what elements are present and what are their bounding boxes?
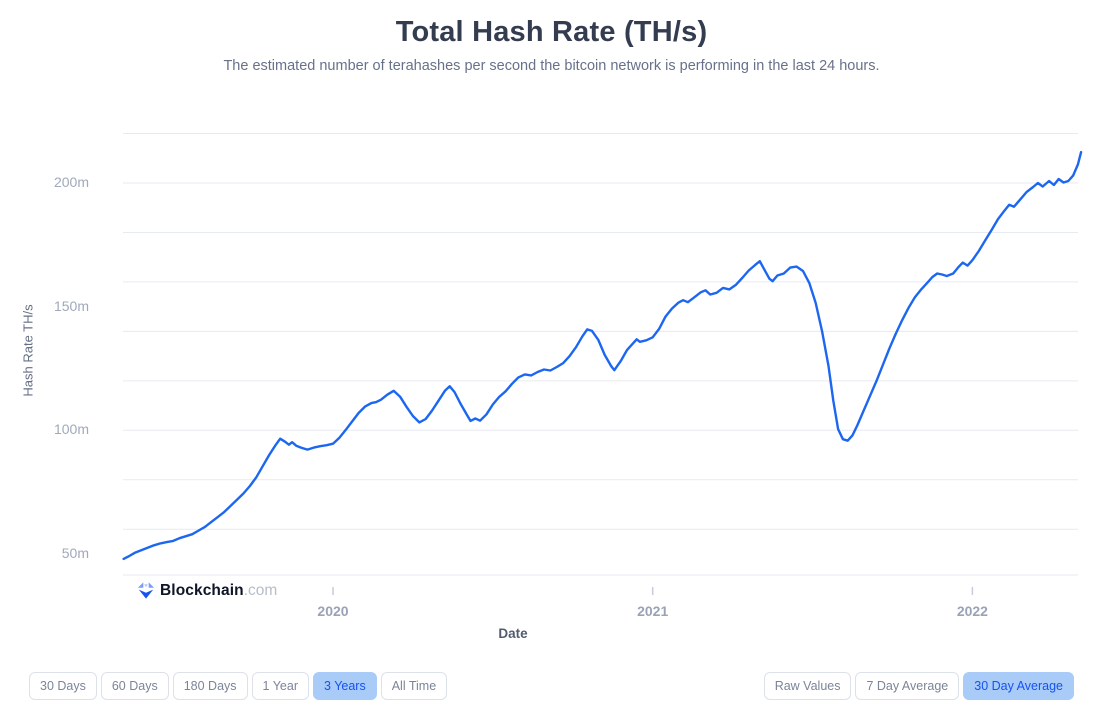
y-tick-label-150m: 150m [53, 297, 89, 314]
blockchain-logo-suffix: .com [243, 581, 278, 599]
x-tick-label-2020: 2020 [317, 603, 349, 619]
hashrate-line-chart[interactable] [0, 0, 1103, 660]
y-tick-label-100m: 100m [53, 421, 89, 438]
x-tick-label-2022: 2022 [956, 603, 988, 619]
timeframe-button-3-years[interactable]: 3 Years [313, 672, 377, 700]
timeframe-button-60-days[interactable]: 60 Days [100, 672, 169, 700]
blockchain-logo-text: Blockchain [160, 581, 244, 599]
timeframe-button-30-days[interactable]: 30 Days [29, 672, 97, 700]
chart-area: Hash Rate TH/s Date 50m 100m 150m 200m 2020 2… [0, 0, 1103, 660]
y-tick-label-50m: 50m [61, 544, 89, 561]
aggregation-button-30-day-average[interactable]: 30 Day Average [963, 672, 1074, 700]
page-title: Total Hash Rate (TH/s) [395, 16, 708, 48]
aggregation-button-raw-values[interactable]: Raw Values [763, 672, 852, 700]
blockchain-logo[interactable]: Blockchain.com [137, 581, 277, 600]
chart-header: Total Hash Rate (TH/s) The estimated num… [0, 0, 1103, 74]
blockchain-logo-icon [137, 582, 155, 599]
hashrate-series-line [122, 150, 1083, 561]
y-tick-label-200m: 200m [53, 174, 89, 190]
page-subtitle: The estimated number of terahashes per s… [223, 58, 880, 74]
timeframe-button-180-days[interactable]: 180 Days [172, 672, 248, 700]
timeframe-button-1-year[interactable]: 1 Year [251, 672, 309, 700]
aggregation-button-group: Raw Values 7 Day Average 30 Day Average [763, 672, 1074, 700]
timeframe-button-group: 30 Days 60 Days 180 Days 1 Year 3 Years All T… [29, 672, 448, 700]
x-axis-title: Date [498, 626, 528, 641]
x-tick-label-2021: 2021 [637, 603, 669, 619]
timeframe-button-all-time[interactable]: All Time [380, 672, 448, 700]
aggregation-button-7-day-average[interactable]: 7 Day Average [855, 672, 960, 700]
